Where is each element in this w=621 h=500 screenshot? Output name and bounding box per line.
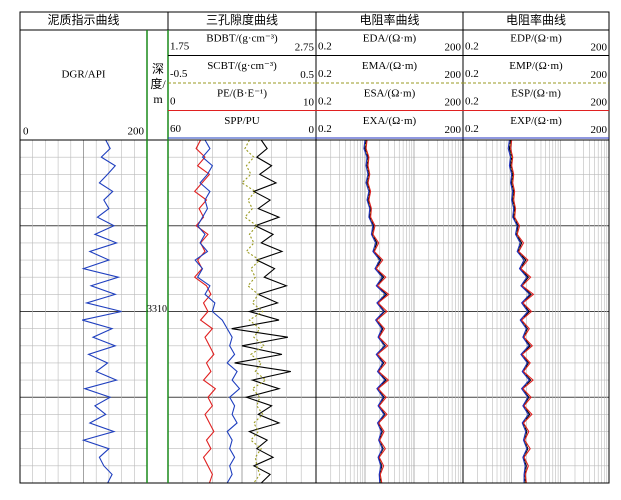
scale-right: 200: [591, 124, 608, 136]
curve: [510, 140, 535, 483]
scale-right: 0.5: [300, 69, 314, 81]
frame: [19, 11, 610, 484]
curve: [194, 140, 241, 483]
scale-left: -0.5: [170, 68, 188, 80]
scale-left: 0.2: [318, 96, 332, 108]
scale-left: 0.2: [318, 41, 332, 53]
scale-left: 0.2: [318, 68, 332, 80]
curve-name: BDBT/(g·cm⁻³): [206, 33, 278, 45]
scale-right: 200: [591, 69, 608, 81]
scale-left: 0.2: [318, 123, 332, 135]
track-title: 泥质指示曲线: [47, 12, 119, 27]
depth-label: 深度/m: [150, 62, 166, 106]
track-title: 三孔隙度曲线: [206, 12, 278, 27]
curve-name: DGR/API: [61, 69, 105, 81]
scale-left: 0.2: [465, 41, 479, 53]
scale-left: 0: [23, 126, 29, 138]
depth-tick-label: 3310: [147, 304, 167, 315]
scale-left: 60: [170, 123, 182, 135]
curve: [81, 140, 122, 483]
curve: [364, 140, 386, 483]
scale-right: 200: [445, 124, 462, 136]
scale-left: 0.2: [465, 96, 479, 108]
scale-right: 10: [303, 97, 315, 109]
curve-name: SPP/PU: [224, 115, 260, 127]
curve-name: EDP/(Ω·m): [510, 33, 562, 45]
curve-name: ESA/(Ω·m): [364, 88, 416, 100]
track-title: 电阻率曲线: [506, 12, 566, 27]
curve-name: EMA/(Ω·m): [362, 60, 418, 72]
scale-right: 200: [591, 97, 608, 109]
scale-right: 200: [445, 97, 462, 109]
curve-name: EMP/(Ω·m): [509, 60, 563, 72]
curve: [363, 140, 387, 483]
track-title: 电阻率曲线: [359, 12, 419, 27]
curve: [365, 140, 390, 483]
scale-left: 0.2: [465, 68, 479, 80]
curve: [231, 140, 291, 483]
curve-name: EXP/(Ω·m): [510, 115, 562, 127]
curve: [241, 140, 267, 483]
scale-right: 200: [591, 42, 608, 54]
scale-left: 1.75: [170, 41, 190, 53]
scale-right: 200: [445, 42, 462, 54]
scale-right: 0: [309, 124, 315, 136]
curve-name: PE/(B·E⁻¹): [217, 88, 267, 100]
scale-right: 2.75: [295, 42, 315, 54]
curve: [193, 140, 217, 483]
curve: [507, 140, 531, 483]
scale-right: 200: [445, 69, 462, 81]
scale-left: 0: [170, 96, 176, 108]
curve-name: ESP/(Ω·m): [511, 88, 561, 100]
scale-left: 0.2: [465, 123, 479, 135]
scale-right: 200: [128, 126, 145, 138]
curve-name: EDA/(Ω·m): [363, 33, 417, 45]
curve-name: EXA/(Ω·m): [363, 115, 417, 127]
curve-name: SCBT/(g·cm⁻³): [207, 60, 277, 72]
